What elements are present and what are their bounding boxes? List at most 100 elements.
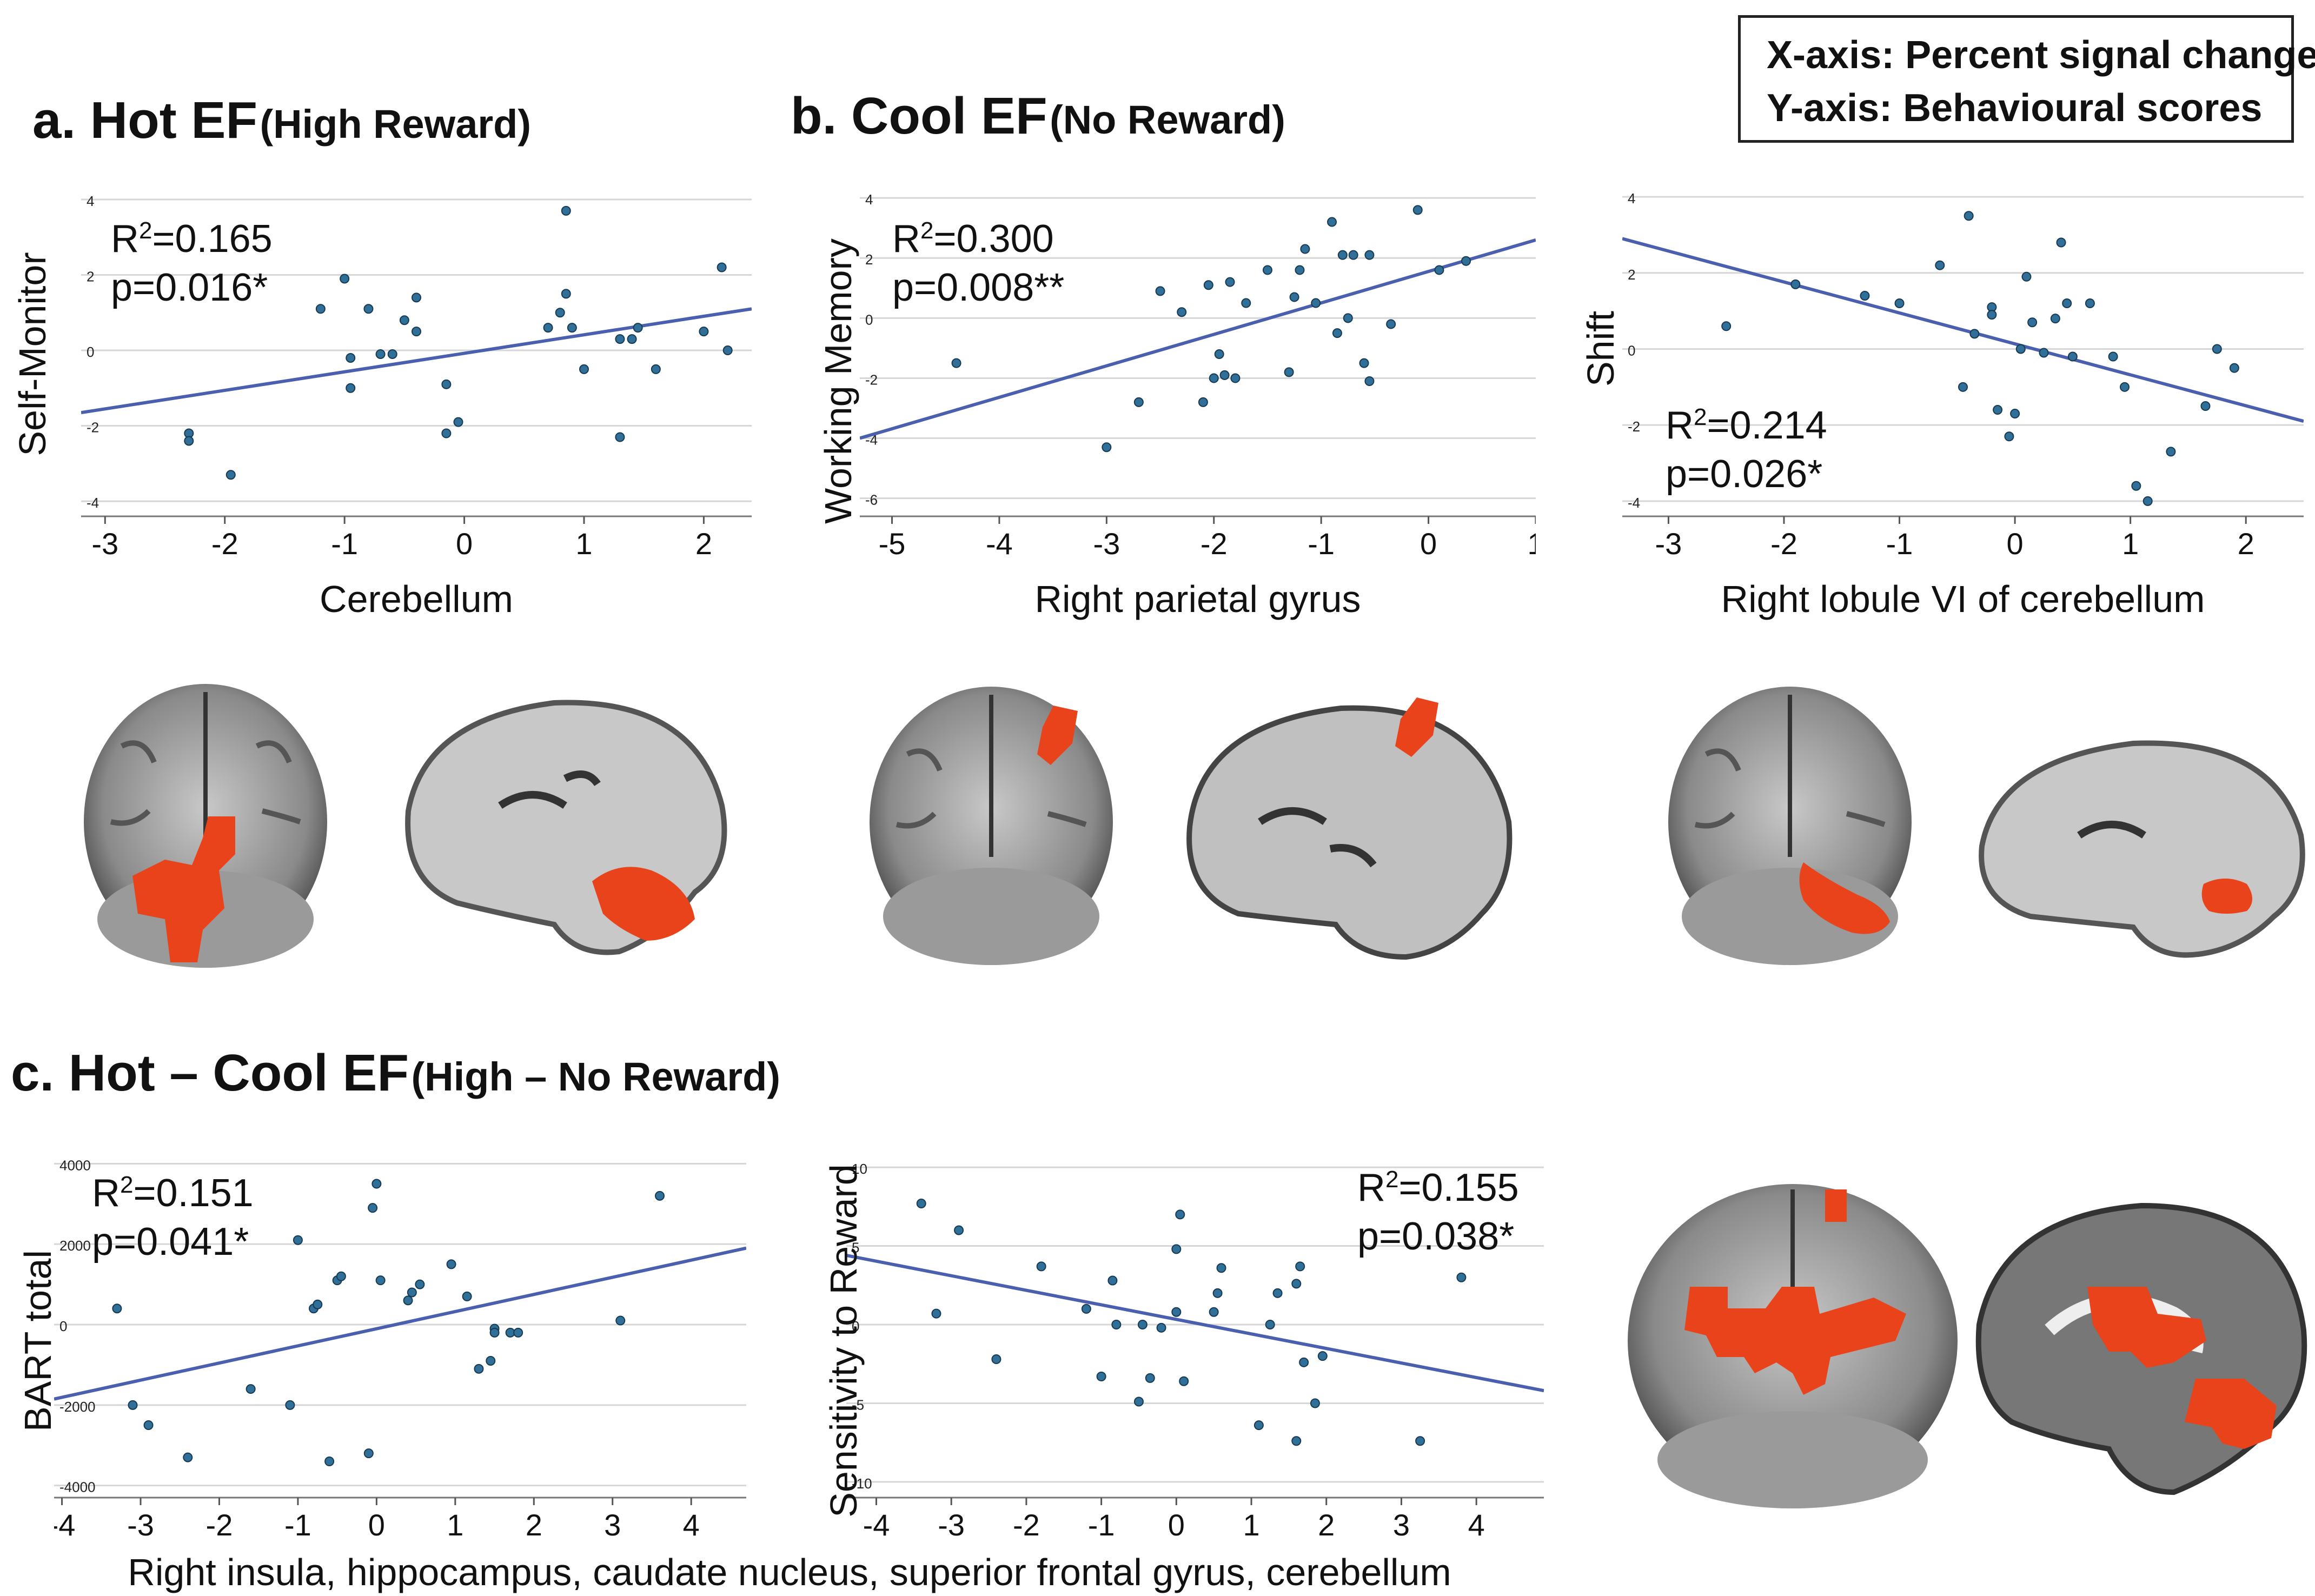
data-point [1262,265,1272,275]
data-point [555,308,565,318]
data-point [567,323,577,333]
data-point [1291,1279,1302,1289]
activation-region-b2-sagittal [2201,879,2252,914]
y-tick-label: 0 [865,311,873,328]
data-point [1209,373,1219,383]
data-point [313,1299,323,1309]
activation-region-a-sagittal [592,867,695,941]
data-point [722,345,733,356]
regression-line [81,307,752,415]
panel-c-main-title: c. Hot – Cool EF [11,1044,409,1102]
data-point [315,304,326,314]
chart-c1-ylabel: BART total [17,1250,59,1432]
y-tick-label: 5 [852,1240,859,1256]
x-tick-label: 2 [1318,1508,1335,1542]
data-point [916,1199,926,1208]
data-point [1291,1436,1302,1446]
panel-a-title: a. Hot EF (High Reward) [32,91,531,150]
panel-c-shared-xlabel: Right insula, hippocampus, caudate nucle… [128,1551,1451,1593]
y-tick-label: 0 [1628,342,1635,358]
x-tick-label: 3 [1393,1508,1410,1542]
x-tick-label: -5 [879,527,906,561]
y-tick-label: -4 [87,495,99,511]
data-point [543,323,553,333]
y-tick-label: 0 [852,1318,859,1334]
data-point [1434,265,1444,275]
data-point [1958,382,1968,392]
chart-c1-r2: R2=0.151 [92,1172,254,1215]
data-point [1219,370,1230,380]
x-tick-label: -4 [986,527,1013,561]
data-point [1359,358,1369,368]
x-tick-label: 4 [1468,1508,1485,1542]
data-point [1145,1373,1155,1383]
data-point [112,1304,122,1314]
y-tick-label: 0 [87,344,94,360]
data-point [1299,1357,1309,1367]
data-point [415,1279,425,1289]
chart-a-ylabel: Self-Monitor [11,252,54,456]
x-tick-label: -4 [863,1508,890,1542]
data-point [184,436,194,446]
y-tick-label: -2000 [59,1399,96,1415]
brain-c-sagittal-image [1975,1202,2307,1495]
panel-c-subtitle: (High – No Reward) [411,1054,780,1099]
data-point [1364,376,1375,386]
data-point [1156,1322,1166,1333]
data-point [412,292,421,303]
data-point [489,1327,500,1338]
data-point [324,1457,335,1467]
data-point [2212,344,2222,354]
data-point [2067,351,2078,362]
x-tick-label: 0 [368,1508,385,1542]
legend-y-axis: Y-axis: Behavioural scores [1767,87,2263,130]
legend-x-axis: X-axis: Percent signal change [1767,34,2315,77]
data-point [1284,367,1294,377]
data-point [363,304,374,314]
y-tick-label: -5 [852,1396,864,1413]
axis-legend-box: X-axis: Percent signal change Y-axis: Be… [1738,15,2315,143]
data-point [1203,280,1213,290]
data-point [513,1327,523,1338]
data-point [2108,351,2118,362]
x-tick-label: -2 [1013,1508,1040,1542]
data-point [486,1355,496,1366]
chart-c2-ylabel: Sensitivity to Reward [822,1164,865,1518]
data-point [1721,321,1732,331]
data-point [2200,401,2211,411]
chart-a-self-monitor: -4 -2 0 2 4 -3 -2 -1 0 1 2 [81,193,752,561]
x-tick-label: -1 [1308,527,1335,561]
chart-c1-bart-total: -4000 -2000 0 2000 4000 -4 -3 -2 -1 0 1 2 3 4 [54,1157,746,1542]
chart-b2-shift: -4 -2 0 2 4 -3 -2 -1 0 1 2 [1622,190,2304,561]
x-tick-label: -1 [1088,1508,1115,1542]
y-tick-label: -6 [865,492,878,508]
data-point [2229,363,2239,373]
data-point [246,1384,256,1394]
x-tick-label: -2 [211,527,238,561]
data-point [651,364,661,374]
x-tick-label: 2 [526,1508,542,1542]
data-point [1969,329,1980,339]
activation-region-c-frontal [1825,1189,1847,1222]
y-tick-label: 10 [852,1161,867,1177]
data-point [1790,279,1801,289]
panel-c-title: c. Hot – Cool EF (High – No Reward) [11,1043,780,1103]
data-point [1343,313,1353,323]
activation-region-a-coronal [132,816,235,962]
chart-b2-r2: R2=0.214 [1666,404,1827,447]
data-point [375,349,386,359]
data-point [931,1308,941,1319]
y-tick-label: -2 [1628,418,1640,435]
data-point [615,334,625,344]
x-tick-label: 2 [2238,527,2254,561]
data-point [1310,1398,1320,1408]
data-point [1348,250,1358,260]
data-point [387,349,397,359]
data-point [1993,405,2003,415]
x-tick-label: 1 [1243,1508,1259,1542]
data-point [412,327,421,337]
panel-b-subtitle: (No Reward) [1050,97,1285,142]
x-tick-label: -2 [1200,527,1228,561]
data-point [453,417,463,427]
data-point [462,1291,472,1301]
